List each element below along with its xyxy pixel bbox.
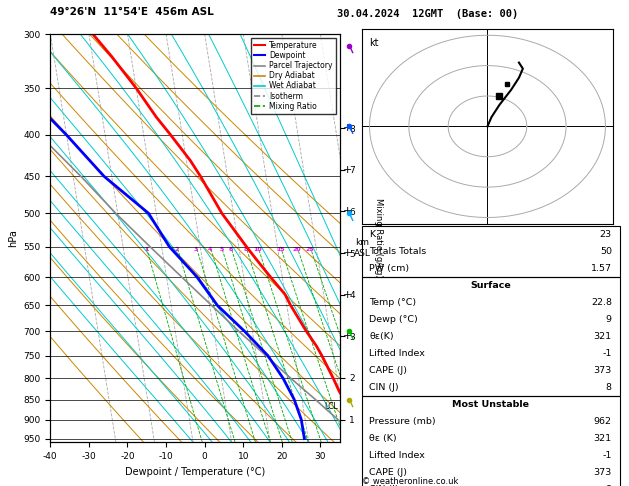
Text: 20: 20 xyxy=(292,247,301,252)
Text: 49°26'N  11°54'E  456m ASL: 49°26'N 11°54'E 456m ASL xyxy=(50,7,214,17)
Text: Mixing Ratio (g/kg): Mixing Ratio (g/kg) xyxy=(374,198,384,278)
Text: 23: 23 xyxy=(599,230,612,239)
Bar xyxy=(362,226,620,277)
Text: 8: 8 xyxy=(244,247,248,252)
Text: Lifted Index: Lifted Index xyxy=(369,451,425,460)
Text: +: + xyxy=(343,290,352,300)
Text: K: K xyxy=(369,230,376,239)
Text: 10: 10 xyxy=(253,247,262,252)
Text: 3: 3 xyxy=(194,247,198,252)
Text: 373: 373 xyxy=(594,469,612,477)
Text: 1.57: 1.57 xyxy=(591,264,612,273)
Text: 4: 4 xyxy=(208,247,213,252)
Text: 1: 1 xyxy=(144,247,148,252)
Text: +: + xyxy=(343,123,352,133)
Text: -1: -1 xyxy=(603,349,612,358)
Y-axis label: km
ASL: km ASL xyxy=(353,238,370,258)
Text: Pressure (mb): Pressure (mb) xyxy=(369,417,436,426)
Text: Most Unstable: Most Unstable xyxy=(452,400,529,409)
Text: 25: 25 xyxy=(306,247,314,252)
Text: Dewp (°C): Dewp (°C) xyxy=(369,315,418,324)
Text: θε (K): θε (K) xyxy=(369,434,397,443)
Text: 50: 50 xyxy=(600,247,612,256)
Legend: Temperature, Dewpoint, Parcel Trajectory, Dry Adiabat, Wet Adiabat, Isotherm, Mi: Temperature, Dewpoint, Parcel Trajectory… xyxy=(251,38,336,114)
Text: 9: 9 xyxy=(606,315,612,324)
Text: 6: 6 xyxy=(229,247,233,252)
Text: CAPE (J): CAPE (J) xyxy=(369,366,408,375)
Bar xyxy=(362,396,620,486)
Bar xyxy=(362,277,620,396)
Y-axis label: hPa: hPa xyxy=(8,229,18,247)
Text: Lifted Index: Lifted Index xyxy=(369,349,425,358)
Text: +: + xyxy=(343,207,352,216)
Text: kt: kt xyxy=(370,38,379,48)
Text: 30.04.2024  12GMT  (Base: 00): 30.04.2024 12GMT (Base: 00) xyxy=(337,9,518,19)
Text: LCL: LCL xyxy=(324,402,338,412)
Text: +: + xyxy=(343,331,352,341)
Text: +: + xyxy=(343,248,352,258)
Text: 373: 373 xyxy=(594,366,612,375)
Text: 8: 8 xyxy=(606,383,612,392)
Text: +: + xyxy=(343,165,352,175)
Text: -1: -1 xyxy=(603,451,612,460)
Text: CAPE (J): CAPE (J) xyxy=(369,469,408,477)
Text: CIN (J): CIN (J) xyxy=(369,383,399,392)
Text: 321: 321 xyxy=(594,434,612,443)
Text: PW (cm): PW (cm) xyxy=(369,264,409,273)
X-axis label: Dewpoint / Temperature (°C): Dewpoint / Temperature (°C) xyxy=(125,467,265,477)
Text: 15: 15 xyxy=(276,247,285,252)
Text: © weatheronline.co.uk: © weatheronline.co.uk xyxy=(362,477,458,486)
Text: Totals Totals: Totals Totals xyxy=(369,247,426,256)
Text: 22.8: 22.8 xyxy=(591,298,612,307)
Text: 5: 5 xyxy=(220,247,224,252)
Text: 962: 962 xyxy=(594,417,612,426)
Text: 2: 2 xyxy=(175,247,179,252)
Text: Temp (°C): Temp (°C) xyxy=(369,298,416,307)
Text: Surface: Surface xyxy=(470,281,511,290)
Text: θε(K): θε(K) xyxy=(369,332,394,341)
Text: 321: 321 xyxy=(594,332,612,341)
